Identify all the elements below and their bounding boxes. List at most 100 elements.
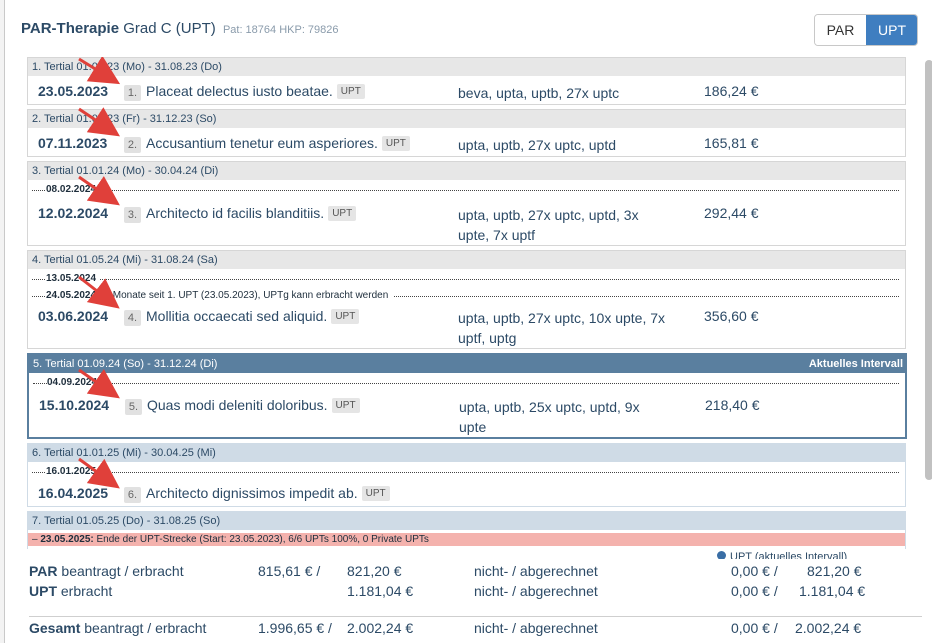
- totals-row-upt: UPT erbracht 1.181,04 € nicht- / abgerec…: [29, 583, 919, 603]
- arrow-icon: [78, 107, 120, 137]
- dialog-header: PAR-Therapie Grad C (UPT) Pat: 18764 HKP…: [21, 20, 339, 37]
- treatment-number: 2.: [124, 137, 141, 153]
- treatment-text: Quas modi deleniti doloribus. UPT: [147, 397, 360, 413]
- interval-event: 04.09.2024: [29, 376, 905, 389]
- interval-title: 5. Tertial 01.09.24 (So) - 31.12.24 (Di): [33, 358, 218, 370]
- totals-row-par: PAR beantragt / erbracht 815,61 € / 821,…: [29, 563, 919, 583]
- treatment-date: 16.04.2025: [38, 485, 109, 501]
- billing-label: nicht- / abgerechnet: [474, 583, 598, 599]
- upt-tag: UPT: [361, 486, 390, 501]
- treatment-text: Architecto dignissimos impedit ab. UPT: [146, 485, 390, 501]
- upt-tag: UPT: [328, 206, 357, 221]
- interval-header: 4. Tertial 01.05.24 (Mi) - 31.08.24 (Sa): [28, 251, 905, 269]
- interval-card: 2. Tertial 01.09.23 (Fr) - 31.12.23 (So)…: [27, 109, 906, 157]
- upt-tag: UPT: [331, 398, 360, 413]
- treatment-date: 03.06.2024: [38, 308, 109, 324]
- value-planned: 1.996,65 € /: [258, 620, 332, 636]
- treatment-amount: 356,60 €: [704, 308, 759, 324]
- mode-toggle: PAR UPT: [814, 14, 918, 46]
- value-billed: 2.002,24 €: [795, 620, 862, 636]
- interval-event: 08.02.2024: [28, 183, 905, 196]
- interval-event: 24.05.2024 12 Monate seit 1. UPT (23.05.…: [28, 289, 905, 302]
- interval-list[interactable]: 1. Tertial 01.05.23 (Mo) - 31.08.23 (Do)…: [23, 57, 927, 549]
- event-text: 12 Monate seit 1. UPT (23.05.2023), UPTg…: [98, 290, 392, 301]
- arrow-icon: [78, 457, 120, 489]
- therapy-dialog: PAR-Therapie Grad C (UPT) Pat: 18764 HKP…: [4, 0, 932, 643]
- interval-card: 1. Tertial 01.05.23 (Mo) - 31.08.23 (Do)…: [27, 57, 906, 105]
- treatment-description: Mollitia occaecati sed aliquid.: [146, 308, 328, 324]
- interval-event: 16.01.2025: [28, 465, 905, 478]
- value-unbilled: 0,00 € /: [731, 563, 778, 579]
- treatment-codes: upta, uptb, 27x uptc, 10x upte, 7x uptf,…: [458, 310, 666, 346]
- row-label-bold: UPT: [29, 583, 57, 599]
- treatment-number: 4.: [124, 310, 141, 326]
- annotation-arrows: [78, 57, 121, 489]
- treatment-date: 12.02.2024: [38, 205, 109, 221]
- treatment-amount: 186,24 €: [704, 83, 759, 99]
- treatment-amount: 292,44 €: [704, 205, 759, 221]
- upt-toggle-button[interactable]: UPT: [866, 15, 917, 45]
- treatment-text: Accusantium tenetur eum asperiores. UPT: [146, 135, 410, 151]
- value-done: 2.002,24 €: [347, 620, 414, 636]
- event-date: 08.02.2024: [46, 184, 100, 195]
- grade-label: Grad C (UPT): [123, 20, 216, 37]
- event-date: 16.01.2025: [46, 466, 100, 477]
- value-unbilled: 0,00 € /: [731, 583, 778, 599]
- event-text: Ende der UPT-Strecke (Start: 23.05.2023)…: [96, 534, 429, 545]
- treatment-number: 3.: [124, 207, 141, 223]
- row-label: beantragt / erbracht: [61, 563, 184, 579]
- arrow-icon: [78, 175, 120, 206]
- treatment-number: 5.: [125, 399, 142, 415]
- treatment-description: Quas modi deleniti doloribus.: [147, 397, 328, 413]
- interval-card: 6. Tertial 01.01.25 (Mi) - 30.04.25 (Mi)…: [27, 443, 906, 507]
- arrow-icon: [78, 57, 121, 85]
- event-date: 23.05.2025:: [40, 534, 94, 545]
- value-planned: 815,61 € /: [258, 563, 321, 579]
- totals-row-sum: Gesamt beantragt / erbracht 1.996,65 € /…: [29, 620, 919, 640]
- treatment-number: 6.: [124, 487, 141, 503]
- treatment-row[interactable]: 07.11.2023 2. Accusantium tenetur eum as…: [28, 135, 905, 155]
- interval-header: 6. Tertial 01.01.25 (Mi) - 30.04.25 (Mi): [28, 444, 905, 462]
- treatment-amount: 218,40 €: [705, 397, 760, 413]
- arrow-icon: [78, 368, 120, 399]
- legend-dot-icon: [717, 551, 726, 559]
- billing-label: nicht- / abgerechnet: [474, 620, 598, 636]
- scrollbar-thumb[interactable]: [925, 60, 932, 480]
- interval-header: 2. Tertial 01.09.23 (Fr) - 31.12.23 (So): [28, 110, 905, 128]
- interval-header: 7. Tertial 01.05.25 (Do) - 31.08.25 (So): [28, 512, 905, 530]
- treatment-row[interactable]: 03.06.2024 4. Mollitia occaecati sed ali…: [28, 308, 905, 348]
- scrollbar[interactable]: [924, 60, 932, 549]
- page-title: PAR-Therapie: [21, 20, 120, 37]
- treatment-row[interactable]: 15.10.2024 5. Quas modi deleniti dolorib…: [29, 397, 905, 437]
- treatment-text: Architecto id facilis blanditiis. UPT: [146, 205, 357, 221]
- totals-divider: [29, 616, 922, 617]
- treatment-text: Placeat delectus iusto beatae. UPT: [146, 83, 365, 99]
- upt-tag: UPT: [331, 309, 360, 324]
- interval-card: 7. Tertial 01.05.25 (Do) - 31.08.25 (So)…: [27, 511, 906, 549]
- treatment-description: Accusantium tenetur eum asperiores.: [146, 135, 378, 151]
- value-billed: 821,20 €: [807, 563, 862, 579]
- value-done: 1.181,04 €: [347, 583, 414, 599]
- treatment-amount: 165,81 €: [704, 135, 759, 151]
- treatment-number: 1.: [124, 85, 141, 101]
- treatment-description: Architecto id facilis blanditiis.: [146, 205, 325, 221]
- par-toggle-button[interactable]: PAR: [815, 15, 866, 45]
- treatment-codes: upta, uptb, 25x uptc, uptd, 9x upte: [459, 399, 640, 435]
- row-label: erbracht: [60, 583, 113, 599]
- treatment-date: 07.11.2023: [38, 135, 108, 151]
- interval-card: 4. Tertial 01.05.24 (Mi) - 31.08.24 (Sa)…: [27, 250, 906, 349]
- upt-tag: UPT: [381, 136, 410, 151]
- event-date: 13.05.2024: [46, 273, 100, 284]
- legend: UPT (aktuelles Intervall): [717, 551, 847, 559]
- current-interval-label: Aktuelles Intervall: [808, 358, 903, 370]
- value-unbilled: 0,00 € /: [731, 620, 778, 636]
- interval-header: 1. Tertial 01.05.23 (Mo) - 31.08.23 (Do): [28, 58, 905, 76]
- treatment-row[interactable]: 16.04.2025 6. Architecto dignissimos imp…: [28, 485, 905, 505]
- treatment-row[interactable]: 12.02.2024 3. Architecto id facilis blan…: [28, 205, 905, 245]
- interval-event: 13.05.2024: [28, 272, 905, 285]
- legend-label: UPT (aktuelles Intervall): [730, 551, 848, 559]
- treatment-row[interactable]: 23.05.2023 1. Placeat delectus iusto bea…: [28, 83, 905, 103]
- upt-end-warning: – 23.05.2025: Ende der UPT-Strecke (Star…: [28, 533, 905, 546]
- billing-label: nicht- / abgerechnet: [474, 563, 598, 579]
- treatment-codes: upta, uptb, 27x uptc, uptd: [458, 137, 617, 153]
